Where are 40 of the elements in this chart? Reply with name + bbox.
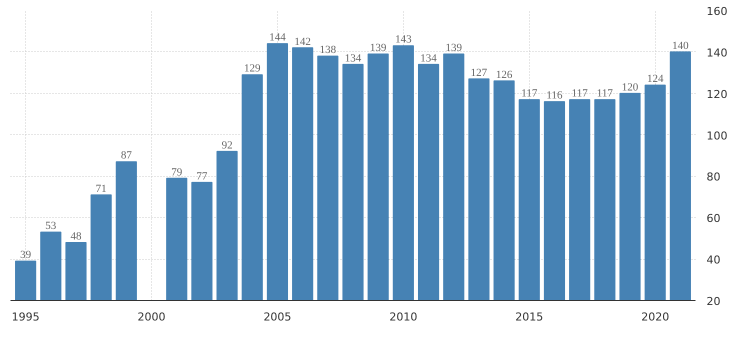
y-tick-label: 100 [706, 129, 728, 142]
data-label: 117 [596, 88, 614, 100]
data-label: 144 [269, 32, 286, 44]
x-tick-label: 2010 [389, 310, 418, 324]
y-tick-label: 120 [706, 88, 728, 101]
y-tick-label: 20 [706, 295, 720, 308]
x-tick-label: 2020 [641, 310, 670, 324]
data-label: 92 [222, 139, 233, 152]
data-label: 124 [646, 73, 664, 86]
data-label: 53 [45, 220, 57, 232]
y-tick-label: 80 [706, 170, 720, 184]
data-label: 48 [70, 230, 82, 242]
x-tick-label: 2000 [138, 310, 166, 324]
x-tick-label: 2005 [263, 310, 292, 324]
data-label: 39 [20, 249, 32, 262]
data-label: 139 [370, 42, 387, 54]
data-label: 140 [672, 40, 690, 52]
data-label: 139 [445, 42, 462, 54]
data-label: 116 [546, 90, 564, 102]
y-tick-label: 60 [706, 212, 720, 226]
x-tick-label: 2015 [515, 310, 544, 324]
data-label: 129 [244, 62, 262, 75]
data-label: 79 [171, 166, 183, 178]
x-tick-label: 1995 [12, 310, 40, 324]
data-label: 126 [496, 68, 513, 81]
y-tick-label: 160 [706, 5, 728, 18]
y-tick-label: 140 [706, 46, 728, 60]
data-label: 143 [395, 34, 412, 46]
data-label: 117 [572, 88, 588, 100]
data-label: 127 [470, 66, 488, 79]
data-label: 120 [622, 81, 639, 94]
data-label: 117 [521, 88, 538, 100]
data-label: 77 [196, 170, 208, 182]
data-label: 87 [120, 150, 132, 162]
y-tick-label: 40 [706, 254, 720, 267]
data-label: 71 [96, 182, 107, 195]
data-label: 138 [320, 44, 337, 56]
data-label: 142 [294, 36, 311, 48]
data-label: 134 [344, 52, 362, 64]
data-label: 134 [420, 52, 438, 64]
